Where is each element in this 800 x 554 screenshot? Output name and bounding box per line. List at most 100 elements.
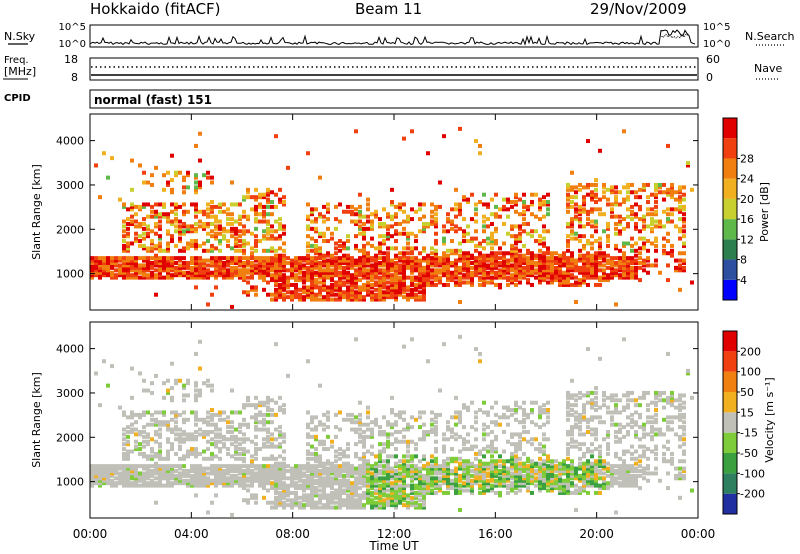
power-cell: [270, 265, 274, 270]
velocity-cell: [194, 351, 198, 356]
power-cell: [90, 270, 94, 275]
velocity-cell: [566, 405, 570, 410]
velocity-cell: [458, 420, 462, 425]
power-cell: [394, 204, 398, 209]
power-cell: [166, 182, 170, 187]
velocity-cell: [566, 456, 570, 461]
velocity-cell: [270, 476, 274, 481]
power-cell: [110, 156, 114, 161]
velocity-cell: [418, 437, 422, 442]
velocity-cell: [178, 427, 182, 432]
power-cell: [198, 224, 202, 229]
velocity-cell: [322, 442, 326, 447]
velocity-cell: [466, 461, 470, 466]
power-cell: [278, 270, 282, 275]
velocity-cell: [390, 503, 394, 508]
power-cell: [274, 236, 278, 241]
velocity-cell: [230, 437, 234, 442]
power-cell: [498, 246, 502, 251]
velocity-cell: [282, 468, 286, 473]
velocity-cell: [210, 464, 214, 469]
velocity-cell: [386, 420, 390, 425]
power-cell: [402, 285, 406, 290]
velocity-cell: [502, 461, 506, 466]
velocity-cell: [262, 464, 266, 469]
velocity-cell: [562, 478, 566, 483]
power-cell: [466, 231, 470, 236]
velocity-cell: [422, 500, 426, 505]
velocity-cell: [386, 422, 390, 427]
velocity-cell: [310, 473, 314, 478]
power-cell: [378, 246, 382, 251]
velocity-cell: [314, 493, 318, 498]
colorbar-segment: [723, 239, 737, 260]
power-cell: [270, 260, 274, 265]
power-cell: [302, 290, 306, 295]
velocity-cell: [362, 495, 366, 500]
velocity-cell: [566, 410, 570, 415]
power-cell: [306, 275, 310, 280]
velocity-cell: [394, 429, 398, 434]
power-cell: [130, 260, 134, 265]
power-cell: [626, 224, 630, 229]
velocity-cell: [258, 410, 262, 415]
velocity-cell: [306, 468, 310, 473]
power-cell: [294, 268, 298, 273]
velocity-cell: [486, 488, 490, 493]
power-cell: [578, 256, 582, 261]
power-cell: [566, 209, 570, 214]
velocity-cell: [174, 420, 178, 425]
velocity-cell: [462, 476, 466, 481]
power-cell: [506, 200, 510, 205]
power-cell: [330, 256, 334, 261]
velocity-cell: [162, 464, 166, 469]
velocity-cell: [418, 476, 422, 481]
velocity-cell: [362, 456, 366, 461]
power-cell: [578, 280, 582, 285]
velocity-cell: [202, 478, 206, 483]
power-cell: [282, 226, 286, 231]
power-cell: [562, 273, 566, 278]
velocity-cell: [410, 478, 414, 483]
velocity-cell: [422, 437, 426, 442]
velocity-cell: [306, 434, 310, 439]
velocity-cell: [414, 503, 418, 508]
velocity-cell: [338, 500, 342, 505]
velocity-cell: [254, 442, 258, 447]
power-cell: [522, 270, 526, 275]
power-cell: [130, 219, 134, 224]
velocity-cell: [558, 468, 562, 473]
power-cell: [210, 292, 214, 297]
power-cell: [298, 270, 302, 275]
velocity-cell: [334, 476, 338, 481]
power-cell: [414, 256, 418, 261]
power-cell: [354, 292, 358, 297]
velocity-cell: [266, 439, 270, 444]
power-cell: [578, 224, 582, 229]
power-cell: [442, 260, 446, 265]
power-cell: [494, 253, 498, 258]
velocity-cell: [270, 408, 274, 413]
power-cell: [174, 268, 178, 273]
power-cell: [526, 265, 530, 270]
power-cell: [214, 224, 218, 229]
power-cell: [462, 197, 466, 202]
velocity-cell: [346, 466, 350, 471]
velocity-cell: [550, 481, 554, 486]
power-cell: [658, 182, 662, 187]
power-cell: [258, 260, 262, 265]
power-cell: [614, 246, 618, 251]
velocity-cell: [374, 503, 378, 508]
power-cell: [306, 256, 310, 261]
power-cell: [230, 268, 234, 273]
power-cell: [486, 202, 490, 207]
power-cell: [370, 270, 374, 275]
power-cell: [478, 243, 482, 248]
power-cell: [310, 282, 314, 287]
velocity-cell: [522, 437, 526, 442]
power-cell: [346, 265, 350, 270]
velocity-cell: [246, 471, 250, 476]
velocity-cell: [574, 444, 578, 449]
power-cell: [166, 263, 170, 268]
velocity-cell: [542, 486, 546, 491]
